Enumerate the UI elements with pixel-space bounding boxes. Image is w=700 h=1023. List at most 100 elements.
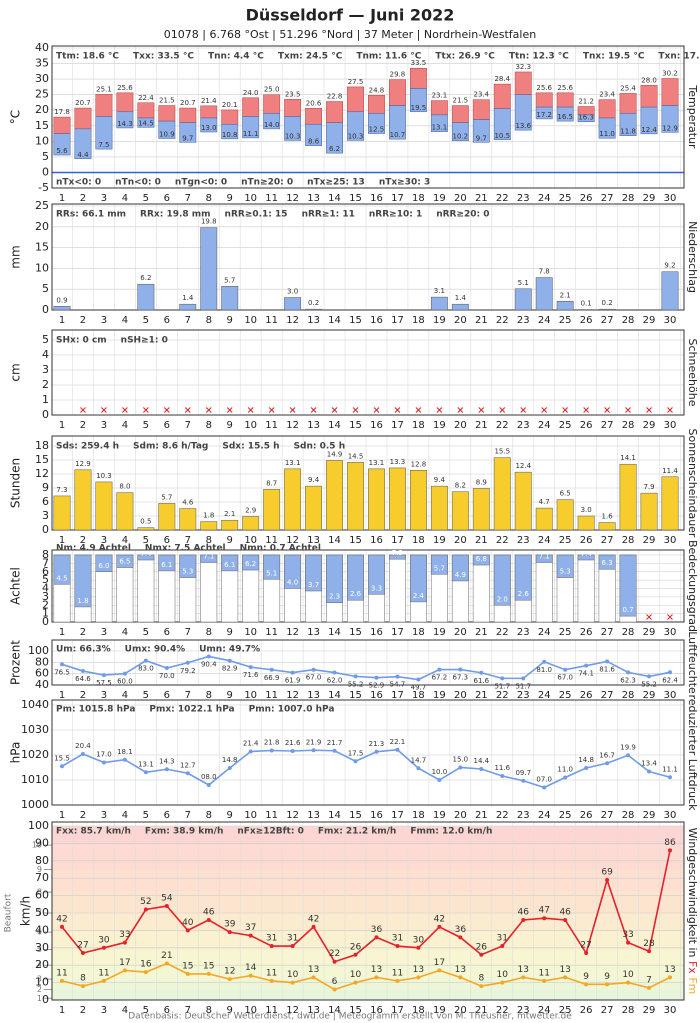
x-tick-label: 22 <box>496 315 509 326</box>
value-label: 46 <box>203 907 215 917</box>
stat: nTx≥30: 3 <box>379 178 430 188</box>
x-tick-label: 23 <box>517 627 530 638</box>
value-label: 14.8 <box>222 756 238 764</box>
x-tick-label: 11 <box>265 690 278 701</box>
value-label: 62.0 <box>327 677 343 685</box>
x-tick-label: 4 <box>122 535 128 546</box>
stat: Fxm: 38.9 km/h <box>145 827 223 837</box>
x-tick-label: 27 <box>601 193 614 204</box>
x-tick-label: 9 <box>227 420 233 431</box>
point <box>605 659 610 664</box>
x-tick-label: 26 <box>580 1005 593 1016</box>
value-label: 70.0 <box>159 672 175 680</box>
x-tick-label: 3 <box>101 810 107 821</box>
bar <box>137 527 155 531</box>
x-tick-label: 27 <box>601 420 614 431</box>
x-tick-label: 15 <box>349 535 362 546</box>
missing-marker <box>457 407 464 413</box>
x-tick-label: 5 <box>143 315 149 326</box>
value-label: 86 <box>664 838 676 848</box>
y-tick-label: 20 <box>35 220 49 233</box>
stat: RRx: 19.8 mm <box>140 210 211 220</box>
value-label: 4.7 <box>539 498 550 506</box>
x-tick-label: 18 <box>412 690 425 701</box>
missing-marker <box>667 614 673 620</box>
y-tick-label: 0 <box>42 523 49 536</box>
temp-mid-bar <box>95 116 113 150</box>
value-label: 37 <box>245 923 256 933</box>
temp-upper-bar <box>284 99 302 117</box>
bar <box>200 227 218 311</box>
x-tick-label: 10 <box>244 690 257 701</box>
y-axis-label: mm <box>9 245 23 268</box>
point <box>101 673 106 678</box>
point <box>122 968 127 973</box>
tmax-label: 33.5 <box>411 59 427 67</box>
cloud-bar <box>598 554 616 570</box>
value-label: 61.6 <box>474 677 490 685</box>
x-tick-label: 15 <box>349 420 362 431</box>
x-tick-label: 10 <box>244 810 257 821</box>
point <box>101 945 106 950</box>
x-tick-label: 18 <box>412 315 425 326</box>
temp-mid-bar <box>137 117 155 128</box>
x-tick-label: 12 <box>286 315 299 326</box>
x-tick-label: 26 <box>580 535 593 546</box>
bar <box>95 481 113 531</box>
x-tick-label: 2 <box>80 420 86 431</box>
temp-upper-bar <box>409 67 427 89</box>
x-tick-label: 4 <box>122 810 128 821</box>
point <box>374 675 379 680</box>
point <box>437 778 442 782</box>
value-label: 8.0 <box>119 483 130 491</box>
value-label: 07.0 <box>536 776 552 784</box>
tmax-label: 24.0 <box>243 89 259 97</box>
x-tick-label: 21 <box>475 1005 488 1016</box>
value-label: 15.0 <box>453 756 469 764</box>
point <box>206 971 211 976</box>
x-tick-label: 3 <box>101 420 107 431</box>
point <box>143 658 148 663</box>
x-tick-label: 6 <box>164 193 170 204</box>
y-tick-label: 30 <box>35 72 49 85</box>
value-label: 12.7 <box>180 761 196 769</box>
beaufort-tick-label: 2 <box>37 985 42 994</box>
value-label: 57.5 <box>96 679 112 687</box>
value-label: 21.6 <box>285 739 301 747</box>
value-label: 20.4 <box>75 742 91 750</box>
x-tick-label: 11 <box>265 535 278 546</box>
stat: Um: 66.3% <box>56 645 111 655</box>
x-tick-label: 25 <box>559 420 572 431</box>
x-tick-label: 1 <box>59 690 65 701</box>
temp-mid-bar <box>326 122 343 154</box>
point <box>416 975 421 980</box>
stat: Umn: 49.7% <box>199 645 260 655</box>
value-label: 13.3 <box>390 458 406 466</box>
side-label: Niederschlag <box>686 221 699 293</box>
y-axis-label: °C <box>9 110 23 124</box>
value-label: 31 <box>287 934 298 944</box>
x-tick-label: 2 <box>80 535 86 546</box>
value-label: 6.2 <box>140 274 151 282</box>
y-tick-label: 10 <box>35 134 49 147</box>
value-label: 8 <box>80 974 86 984</box>
x-tick-label: 20 <box>454 690 467 701</box>
point <box>248 933 253 938</box>
temp-upper-bar <box>179 107 197 123</box>
temp-upper-bar <box>137 102 155 119</box>
x-tick-label: 28 <box>622 315 635 326</box>
temp-mid-bar <box>661 105 679 133</box>
temp-upper-bar <box>389 79 406 106</box>
temp-upper-bar <box>514 71 532 95</box>
stat: Fmm: 12.0 km/h <box>410 827 492 837</box>
x-tick-label: 16 <box>370 690 383 701</box>
value-label: 12.9 <box>75 460 91 468</box>
cloud-cell <box>389 554 406 623</box>
y-tick-label: 10 <box>35 261 49 274</box>
value-label: 27 <box>77 941 88 951</box>
point <box>269 748 274 753</box>
value-label: 31 <box>392 934 403 944</box>
x-tick-label: 3 <box>101 690 107 701</box>
cloud-bar <box>95 554 113 572</box>
point <box>374 935 379 940</box>
